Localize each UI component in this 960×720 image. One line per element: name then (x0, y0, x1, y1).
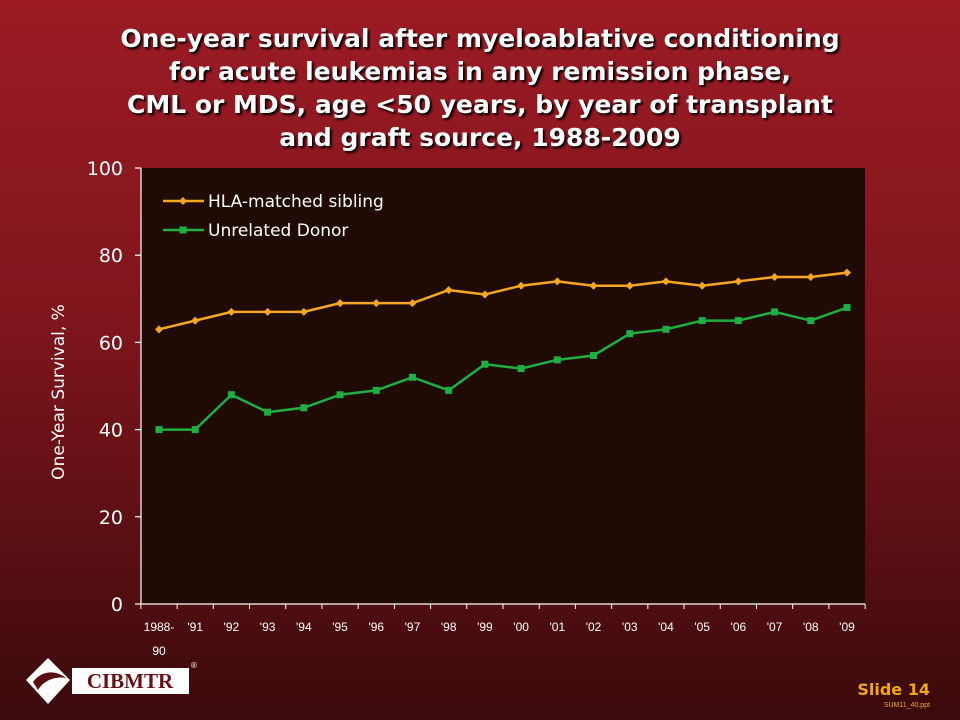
data-point-unrelated (590, 351, 598, 359)
data-point-unrelated (372, 386, 380, 394)
data-point-unrelated (481, 360, 489, 368)
x-tick-label: '97 (405, 620, 421, 634)
x-tick-label: '91 (187, 620, 203, 634)
data-point-unrelated (517, 365, 525, 373)
data-point-unrelated (155, 426, 163, 434)
logo-plate (72, 668, 189, 694)
x-tick-label: '01 (549, 620, 565, 634)
legend-marker-diamond (179, 197, 187, 205)
legend-label: Unrelated Donor (208, 221, 348, 241)
y-tick-label: 100 (87, 158, 123, 180)
data-point-sibling (553, 277, 562, 286)
logo-swoosh-icon (33, 672, 66, 690)
data-point-unrelated (191, 426, 199, 434)
series-line-1 (158, 271, 848, 331)
file-reference: SUM11_40.ppt (883, 702, 930, 709)
legend-label: HLA-matched sibling (208, 192, 384, 212)
legend-marker-square (179, 226, 187, 234)
y-tick-label: 60 (99, 332, 123, 354)
data-point-unrelated (771, 308, 779, 316)
data-point-sibling (227, 307, 236, 316)
data-point-sibling (517, 281, 526, 290)
title-line-3: CML or MDS, age <50 years, by year of tr… (126, 90, 834, 119)
x-tick-label: '09 (839, 620, 855, 634)
x-tick-label: '95 (332, 620, 348, 634)
slide-title: One-year survival after myeloablative co… (20, 22, 940, 154)
slide-number: Slide 14 (857, 680, 930, 699)
x-tick-label: '06 (731, 620, 747, 634)
y-tick-label: 20 (99, 507, 123, 529)
y-tick-label: 0 (111, 594, 123, 616)
data-point-sibling (589, 281, 598, 290)
data-point-unrelated (698, 317, 706, 325)
x-tick-label: '96 (368, 620, 384, 634)
data-point-unrelated (553, 356, 561, 364)
data-point-sibling (372, 299, 381, 308)
data-point-unrelated (300, 404, 308, 412)
x-tick-label: 1988-90 (144, 620, 175, 658)
title-line-2: for acute leukemias in any remission pha… (168, 57, 792, 86)
x-tick-label: '08 (803, 620, 819, 634)
y-tick-label: 40 (99, 420, 123, 442)
data-point-sibling (480, 290, 489, 299)
data-point-sibling (336, 299, 345, 308)
x-tick-label: '93 (260, 620, 276, 634)
data-point-sibling (698, 281, 707, 290)
x-tick-label: '00 (513, 620, 529, 634)
data-point-unrelated (662, 325, 670, 333)
data-point-sibling (770, 273, 779, 281)
data-point-sibling (408, 299, 417, 308)
data-point-sibling (191, 316, 200, 325)
x-tick-label: '03 (622, 620, 638, 634)
data-point-sibling (625, 281, 634, 290)
data-point-sibling (734, 277, 743, 286)
x-tick-label: '92 (224, 620, 240, 634)
data-point-unrelated (734, 317, 742, 325)
series-line-2 (159, 306, 848, 431)
data-point-unrelated (626, 330, 634, 338)
plot-area (141, 168, 865, 604)
y-tick-label: 80 (99, 245, 123, 267)
data-point-sibling (661, 277, 670, 286)
data-point-unrelated (264, 408, 272, 416)
data-point-unrelated (227, 391, 235, 399)
data-point-unrelated (408, 373, 416, 381)
logo-registered-mark: ® (191, 661, 197, 670)
x-tick-label: '94 (296, 620, 312, 634)
x-tick-label: '07 (767, 620, 783, 634)
data-point-sibling (299, 307, 308, 316)
logo-diamond-icon (26, 658, 70, 704)
logo-text: CIBMTR (87, 669, 174, 693)
data-point-sibling (155, 325, 163, 334)
x-tick-label: '05 (694, 620, 710, 634)
title-line-4: and graft source, 1988-2009 (279, 123, 681, 152)
data-point-unrelated (843, 304, 851, 312)
cibmtr-logo: CIBMTR ® (26, 658, 197, 704)
data-point-sibling (444, 286, 453, 295)
data-point-sibling (843, 268, 851, 277)
data-point-sibling (263, 307, 272, 316)
data-point-unrelated (445, 386, 453, 394)
data-point-unrelated (807, 317, 815, 325)
title-line-1: One-year survival after myeloablative co… (120, 24, 840, 53)
x-tick-label: '02 (586, 620, 602, 634)
y-axis-label: One-Year Survival, % (49, 304, 69, 480)
x-tick-label: '99 (477, 620, 493, 634)
x-tick-label: '98 (441, 620, 457, 634)
data-point-sibling (806, 273, 815, 281)
data-point-unrelated (336, 391, 344, 399)
x-tick-label: '04 (658, 620, 674, 634)
